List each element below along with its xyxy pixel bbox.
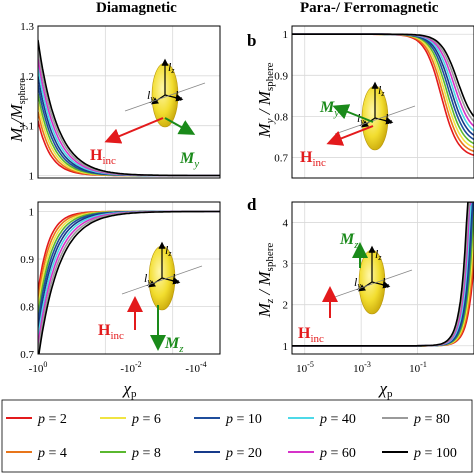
- curve-c-p100: [38, 210, 220, 354]
- svg-text:My: My: [319, 99, 339, 119]
- yticks-panel-c: 0.7 0.8 0.9 1: [20, 207, 34, 362]
- diamagnetic-title: Diamagnetic: [96, 0, 177, 16]
- svg-text:lx: lx: [382, 275, 389, 290]
- xlabel-d: χp: [378, 379, 393, 400]
- ytick-c-3: 1: [29, 207, 35, 219]
- grid-panel-c: [37, 202, 220, 355]
- legend-label-0: p = 2: [37, 412, 67, 427]
- svg-text:Mz: Mz: [339, 231, 359, 251]
- axes-frame-c: [37, 201, 221, 355]
- svg-text:Hinc: Hinc: [90, 147, 116, 167]
- curves-panel-b: [292, 33, 474, 156]
- ytick-c-1: 0.8: [20, 302, 34, 314]
- ytick-d-0: 1: [283, 341, 289, 353]
- svg-text:lx: lx: [385, 111, 392, 126]
- curve-c-p4: [38, 210, 220, 301]
- svg-text:ly: ly: [147, 88, 154, 103]
- legend-label-8: p = 60: [319, 446, 356, 461]
- panel-label-b: b: [247, 31, 256, 50]
- xlabel-c: χp: [122, 379, 137, 400]
- svg-text:ly: ly: [354, 275, 361, 290]
- curve-c-p60: [38, 210, 220, 346]
- svg-text:lx: lx: [172, 271, 179, 286]
- ytick-b-2: 0.9: [274, 70, 288, 82]
- svg-text:Hinc: Hinc: [300, 149, 326, 169]
- svg-text:Mz: Mz: [164, 335, 184, 355]
- ytick-d-1: 2: [283, 300, 289, 312]
- svg-text:lz: lz: [378, 83, 385, 98]
- svg-text:lz: lz: [165, 243, 172, 258]
- yticks-panel-b: 0.7 0.8 0.9 1: [274, 29, 288, 164]
- axes-frame-d: [291, 201, 474, 355]
- svg-text:My: My: [179, 150, 199, 170]
- grid-panel-d: [292, 202, 474, 354]
- axes-frame-b: [291, 25, 474, 179]
- curves-panel-c: [38, 210, 220, 354]
- moment-arrow-a: [164, 117, 196, 135]
- ytick-d-2: 3: [283, 259, 289, 271]
- ytick-a-3: 1.3: [20, 21, 34, 33]
- xtick-d-2: 10-1: [409, 360, 427, 375]
- curve-c-p10: [38, 210, 220, 323]
- legend: p = 2 p = 6 p = 10 p = 40 p = 80 p = 4 p = 8 p …: [6, 412, 457, 461]
- xtick-c-0: -100: [29, 360, 48, 375]
- legend-label-2: p = 10: [225, 412, 262, 427]
- ytick-b-0: 0.7: [274, 152, 288, 164]
- curves-panel-a: [38, 39, 220, 177]
- curve-b-p100: [292, 33, 474, 117]
- svg-text:ly: ly: [144, 271, 151, 286]
- field-arrow-a: [104, 117, 164, 144]
- ytick-a-2: 1.2: [20, 71, 34, 83]
- curve-c-p8: [38, 210, 220, 316]
- xtick-d-0: 10-5: [296, 360, 314, 375]
- svg-text:lz: lz: [168, 60, 175, 75]
- xtick-c-1: -10-2: [120, 360, 141, 375]
- curves-panel-d: [292, 202, 474, 347]
- ylabel-b: My / Msphere: [255, 62, 276, 138]
- svg-text:Hinc: Hinc: [298, 325, 324, 345]
- ytick-a-0: 1: [29, 171, 35, 183]
- svg-text:lx: lx: [175, 88, 182, 103]
- legend-label-5: p = 4: [37, 446, 67, 461]
- svg-text:ly: ly: [357, 111, 364, 126]
- curve-a-p100: [38, 39, 220, 177]
- legend-label-7: p = 20: [225, 446, 262, 461]
- ytick-b-3: 1: [283, 29, 289, 41]
- legend-label-6: p = 8: [131, 446, 161, 461]
- panel-label-d: d: [247, 195, 257, 214]
- ytick-b-1: 0.8: [274, 111, 288, 123]
- xtick-d-1: 10-3: [353, 360, 371, 375]
- legend-box: [1, 399, 473, 473]
- curve-d-p100: [292, 202, 474, 347]
- xtick-c-2: -10-4: [185, 360, 206, 375]
- legend-label-9: p = 100: [413, 446, 457, 461]
- ytick-c-2: 0.9: [20, 254, 34, 266]
- legend-label-3: p = 40: [319, 412, 356, 427]
- ylabel-d: Mz / Msphere: [255, 243, 276, 319]
- ytick-d-3: 4: [283, 218, 289, 230]
- ytick-a-1: 1.1: [20, 121, 34, 133]
- svg-text:lz: lz: [375, 247, 382, 262]
- ytick-c-0: 0.7: [20, 349, 34, 361]
- axes-frame-a: [37, 25, 221, 179]
- ylabel-a: My/Msphere: [7, 78, 28, 143]
- paraferro-title: Para-/ Ferromagnetic: [300, 0, 439, 16]
- legend-label-4: p = 80: [413, 412, 450, 427]
- yticks-panel-a: 1 1.1 1.2 1.3: [20, 21, 34, 183]
- legend-label-1: p = 6: [131, 412, 161, 427]
- svg-text:Hinc: Hinc: [98, 322, 124, 342]
- yticks-panel-d: 1 2 3 4: [283, 218, 289, 353]
